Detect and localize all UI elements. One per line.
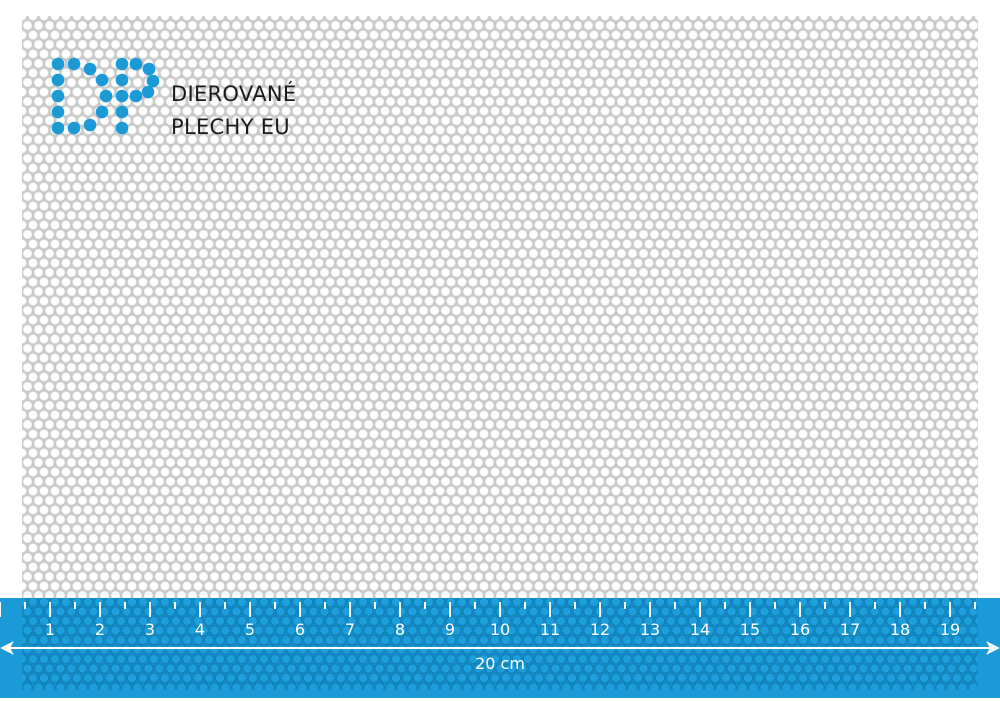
- ruler-label: 1: [44, 620, 56, 639]
- minor-tick: [924, 602, 926, 609]
- logo-dot: [146, 74, 160, 88]
- ruler-label: 14: [689, 620, 711, 639]
- minor-tick: [374, 602, 376, 609]
- ruler-label: 8: [394, 620, 406, 639]
- ruler: 1 2 3 4 5 6 7 8 9 10 11 12 13 14 15 16 17 18 19 20 cm: [0, 598, 1000, 698]
- logo-dot: [67, 57, 81, 71]
- ruler-label: 11: [539, 620, 561, 639]
- length-label: 20 cm: [475, 654, 525, 673]
- minor-tick: [24, 602, 26, 609]
- major-tick: [849, 602, 851, 617]
- ruler-label: 3: [144, 620, 156, 639]
- logo-dot: [115, 121, 129, 135]
- minor-tick: [474, 602, 476, 609]
- ruler-label: 15: [739, 620, 761, 639]
- major-tick: [0, 602, 1, 617]
- major-tick: [399, 602, 401, 617]
- minor-tick: [674, 602, 676, 609]
- brand-line-1: DIEROVANÉ: [171, 82, 297, 106]
- major-tick: [799, 602, 801, 617]
- major-tick: [299, 602, 301, 617]
- major-tick: [49, 602, 51, 617]
- ruler-label: 4: [194, 620, 206, 639]
- ruler-label: 13: [639, 620, 661, 639]
- ruler-label: 9: [444, 620, 456, 639]
- minor-tick: [874, 602, 876, 609]
- ruler-label: 12: [589, 620, 611, 639]
- major-tick: [749, 602, 751, 617]
- minor-tick: [974, 602, 976, 609]
- minor-tick: [574, 602, 576, 609]
- minor-tick: [624, 602, 626, 609]
- ruler-label: 7: [344, 620, 356, 639]
- minor-tick: [824, 602, 826, 609]
- logo-dot: [115, 105, 129, 119]
- major-tick: [349, 602, 351, 617]
- minor-tick: [774, 602, 776, 609]
- major-tick: [449, 602, 451, 617]
- logo-dot: [129, 57, 143, 71]
- major-tick: [899, 602, 901, 617]
- major-tick: [99, 602, 101, 617]
- logo-dot: [51, 121, 65, 135]
- minor-tick: [174, 602, 176, 609]
- major-tick: [249, 602, 251, 617]
- major-tick: [949, 602, 951, 617]
- logo-dot: [99, 89, 113, 103]
- major-tick: [549, 602, 551, 617]
- logo-dot: [95, 73, 109, 87]
- major-tick: [199, 602, 201, 617]
- ruler-label: 19: [939, 620, 961, 639]
- logo-dot: [51, 57, 65, 71]
- major-tick: [149, 602, 151, 617]
- logo-dot: [141, 85, 155, 99]
- logo-dot: [83, 62, 97, 76]
- minor-tick: [424, 602, 426, 609]
- minor-tick: [274, 602, 276, 609]
- logo-dot: [51, 105, 65, 119]
- perforated-sheet: [22, 16, 978, 692]
- logo-dot: [142, 62, 156, 76]
- ruler-label: 5: [244, 620, 256, 639]
- logo-dot: [115, 89, 129, 103]
- minor-tick: [224, 602, 226, 609]
- ruler-label: 16: [789, 620, 811, 639]
- ruler-label: 2: [94, 620, 106, 639]
- dp-logo-icon: [51, 57, 160, 135]
- logo-dot: [67, 121, 81, 135]
- major-tick: [599, 602, 601, 617]
- logo-dot: [51, 73, 65, 87]
- logo-dot: [83, 118, 97, 132]
- logo-dot: [51, 89, 65, 103]
- minor-tick: [524, 602, 526, 609]
- ruler-label: 17: [839, 620, 861, 639]
- minor-tick: [724, 602, 726, 609]
- logo-dot: [95, 105, 109, 119]
- ruler-label: 10: [489, 620, 511, 639]
- minor-tick: [74, 602, 76, 609]
- length-arrow: [0, 641, 1000, 655]
- brand-line-2: PLECHY EU: [171, 115, 290, 139]
- logo-dot: [115, 57, 129, 71]
- minor-tick: [124, 602, 126, 609]
- major-tick: [499, 602, 501, 617]
- ruler-label: 18: [889, 620, 911, 639]
- major-tick: [699, 602, 701, 617]
- minor-tick: [324, 602, 326, 609]
- logo-dot: [129, 89, 143, 103]
- logo-dot: [115, 73, 129, 87]
- ruler-label: 6: [294, 620, 306, 639]
- major-tick: [649, 602, 651, 617]
